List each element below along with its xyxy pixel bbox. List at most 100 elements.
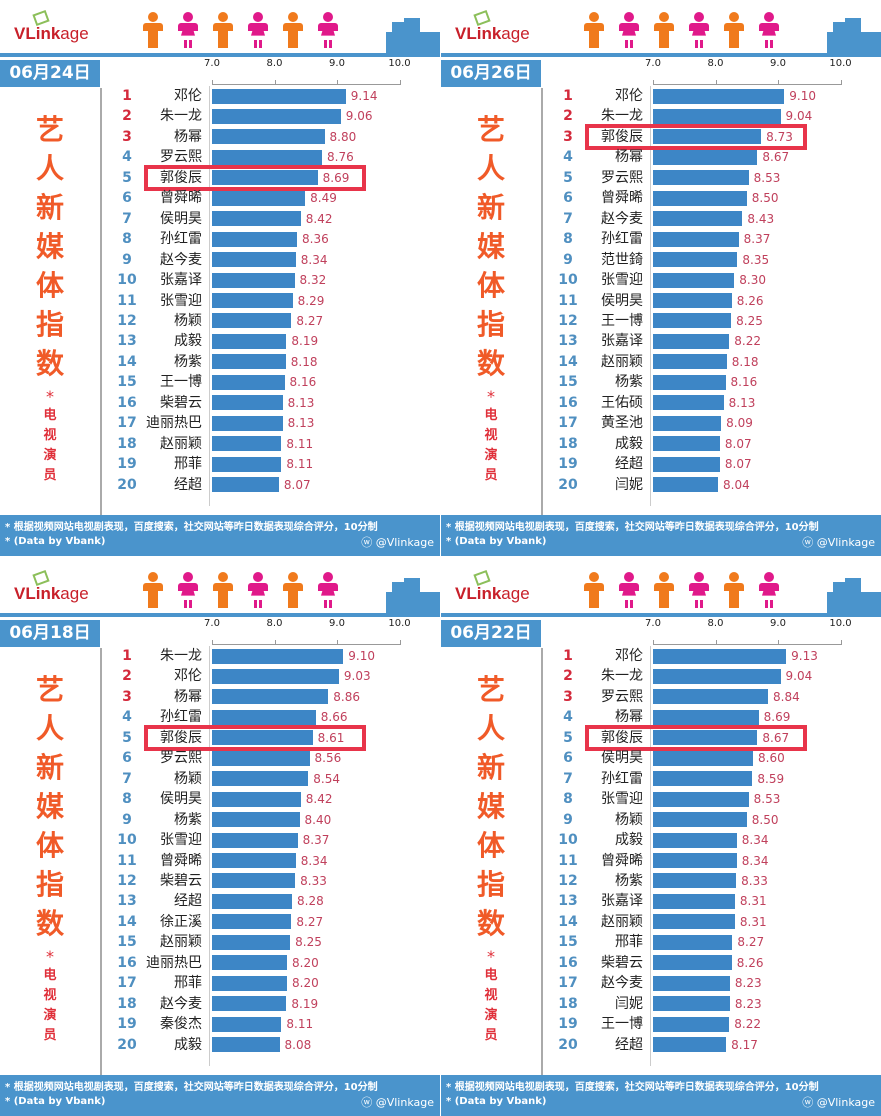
score-value: 8.13 [287, 416, 315, 431]
score-bar [653, 1016, 730, 1032]
x-tick-mark [337, 80, 338, 85]
score-value: 8.07 [724, 457, 752, 472]
artist-name: 经超 [174, 893, 202, 910]
artist-name: 赵今麦 [160, 995, 202, 1012]
x-tick-label: 10.0 [388, 58, 411, 69]
head [694, 572, 704, 582]
head [764, 12, 774, 22]
score-bar [653, 893, 735, 909]
artist-name: 罗云熙 [160, 149, 202, 166]
sidebar-title-char: 人 [476, 712, 505, 745]
x-axis [653, 644, 841, 645]
rank-number: 8 [122, 791, 132, 808]
sidebar-title-char: 媒 [35, 790, 64, 823]
score-bar [653, 812, 747, 828]
score-bar [653, 354, 727, 370]
footer: * 根据视频网站电视剧表现，百度搜索，社交网站等昨日数据表现综合评分，10分制 … [0, 515, 440, 556]
artist-name: 迪丽热巴 [146, 954, 202, 971]
head [183, 572, 193, 582]
score-bar [653, 668, 781, 684]
sidebar-subtitle-char: 视 [484, 428, 498, 443]
rank-number: 7 [122, 770, 132, 787]
score-bar [653, 252, 738, 268]
rank-number: 19 [558, 1016, 578, 1033]
legs [324, 40, 332, 48]
score-value: 8.69 [322, 170, 350, 185]
rank-number: 14 [117, 913, 137, 930]
legs [184, 600, 192, 608]
rank-number: 1 [122, 88, 132, 104]
score-bar [653, 211, 743, 227]
sidebar-title-char: 数 [476, 347, 505, 380]
score-value: 8.27 [296, 313, 324, 328]
rank-number: 16 [558, 394, 578, 411]
podium-icon [386, 10, 440, 54]
sidebar-title-char: 人 [35, 712, 64, 745]
score-bar [653, 832, 737, 848]
score-bar [653, 415, 722, 431]
score-bar [212, 873, 296, 889]
female-icon [315, 572, 341, 608]
x-tick-mark [274, 640, 276, 645]
artist-name: 柴碧云 [601, 954, 643, 971]
artist-name: 侯明昊 [601, 292, 643, 309]
score-value: 8.67 [762, 730, 790, 745]
score-value: 8.31 [739, 914, 767, 929]
rank-number: 14 [117, 353, 137, 370]
score-bar [212, 853, 296, 868]
ranking-panel: VLinkage 06月18日 艺人新媒体指数 * 电视演员 * 根据视频网站电视剧… [0, 560, 440, 1116]
logo-text: VLink [455, 584, 502, 603]
rank-number: 13 [117, 333, 137, 350]
male-icon [140, 12, 166, 48]
sidebar-title-char: 数 [35, 907, 64, 940]
artist-name: 曾舜晞 [601, 190, 643, 207]
score-value: 8.80 [329, 129, 357, 144]
artist-name: 朱一龙 [160, 648, 202, 664]
artist-name: 赵丽颖 [601, 913, 643, 930]
score-value: 8.67 [762, 150, 790, 165]
artist-name: 张嘉译 [601, 333, 643, 350]
sidebar-star: * [487, 947, 495, 966]
x-tick-label: 10.0 [829, 618, 852, 629]
people-icons [581, 572, 782, 608]
podium-icon [827, 570, 881, 614]
score-bar [212, 149, 322, 165]
body [692, 26, 706, 36]
body [589, 586, 599, 608]
score-bar [653, 730, 758, 746]
artist-name: 范世錡 [601, 251, 643, 268]
score-value: 8.37 [302, 833, 330, 848]
artist-name: 赵今麦 [160, 251, 202, 268]
artist-name: 杨颖 [174, 312, 202, 329]
artist-name: 成毅 [615, 435, 643, 452]
artist-name: 经超 [615, 1036, 643, 1053]
artist-name: 朱一龙 [601, 668, 643, 685]
sidebar-title: 艺人新媒体指数 * 电视演员 [441, 670, 541, 1046]
score-value: 9.10 [789, 89, 816, 103]
rank-number: 12 [117, 312, 137, 329]
rank-number: 12 [558, 312, 578, 329]
score-bar [653, 272, 735, 288]
score-value: 8.25 [736, 313, 763, 328]
sidebar-title-char: 人 [35, 152, 64, 185]
score-value: 8.50 [751, 812, 779, 827]
sidebar-title-char: 新 [35, 191, 64, 224]
sidebar-subtitle-char: 电 [484, 968, 498, 983]
score-value: 8.73 [766, 129, 793, 144]
score-bar [212, 415, 283, 431]
rank-number: 11 [117, 852, 137, 869]
vlinkage-logo: VLinkage [14, 24, 89, 44]
x-tick-mark [715, 640, 717, 645]
sidebar-title-char: 体 [35, 269, 64, 302]
score-value: 8.54 [313, 771, 340, 786]
rank-number: 1 [563, 648, 573, 664]
score-value: 8.61 [317, 730, 345, 745]
legs [625, 600, 633, 608]
rank-number: 1 [122, 648, 132, 664]
artist-name: 杨幂 [174, 128, 202, 145]
score-bar [653, 873, 737, 889]
male-icon [210, 12, 236, 48]
footer: * 根据视频网站电视剧表现，百度搜索，社交网站等昨日数据表现综合评分，10分制 … [441, 1075, 881, 1116]
artist-name: 王一博 [601, 1016, 643, 1033]
artist-name: 徐正溪 [160, 913, 202, 930]
